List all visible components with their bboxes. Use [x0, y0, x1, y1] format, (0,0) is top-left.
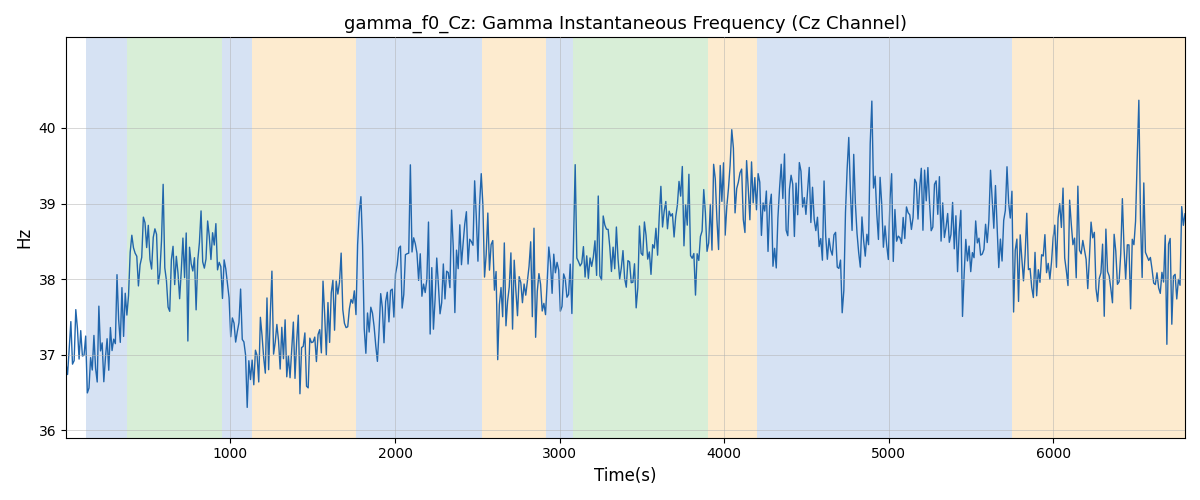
Bar	[355, 38, 482, 438]
Bar	[1012, 38, 1184, 438]
Bar	[757, 38, 1012, 438]
Y-axis label: Hz: Hz	[16, 227, 34, 248]
Bar	[708, 38, 757, 438]
Bar	[572, 38, 708, 438]
Bar	[482, 38, 546, 438]
Bar	[546, 38, 572, 438]
Bar	[222, 38, 252, 438]
Bar	[127, 38, 222, 438]
Bar	[85, 38, 127, 438]
X-axis label: Time(s): Time(s)	[594, 467, 656, 485]
Bar	[252, 38, 355, 438]
Title: gamma_f0_Cz: Gamma Instantaneous Frequency (Cz Channel): gamma_f0_Cz: Gamma Instantaneous Frequen…	[344, 15, 907, 34]
